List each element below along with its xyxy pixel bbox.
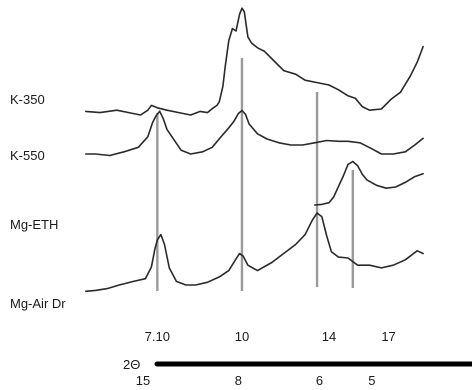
top-tick-label: 14 — [322, 329, 336, 344]
x-axis: 2Θ — [123, 357, 472, 372]
top-tick-label: 7.10 — [145, 329, 170, 344]
top-tick-labels: 7.10 10 14 17 — [145, 329, 396, 344]
bottom-tick-label: 6 — [316, 373, 323, 388]
bottom-tick-label: 5 — [368, 373, 375, 388]
diffraction-traces — [85, 7, 424, 293]
trace-mg-air-dr — [85, 212, 424, 293]
x-axis-label: 2Θ — [123, 357, 140, 372]
bottom-tick-labels: 15 8 6 5 — [136, 373, 376, 388]
top-tick-label: 17 — [381, 329, 395, 344]
trace-k-550 — [85, 109, 424, 157]
peak-marker-lines — [156, 58, 355, 291]
trace-k-350 — [85, 7, 424, 116]
sample-label-k-350: K-350 — [10, 92, 45, 107]
sample-label-k-550: K-550 — [10, 148, 45, 163]
sample-labels: K-350 K-550 Mg-ETH Mg-Air Dr — [10, 92, 66, 311]
bottom-tick-label: 15 — [136, 373, 150, 388]
trace-mg-eth — [313, 160, 424, 206]
sample-label-mg-air-dr: Mg-Air Dr — [10, 296, 66, 311]
top-tick-label: 10 — [235, 329, 249, 344]
bottom-tick-label: 8 — [235, 373, 242, 388]
sample-label-mg-eth: Mg-ETH — [10, 217, 58, 232]
